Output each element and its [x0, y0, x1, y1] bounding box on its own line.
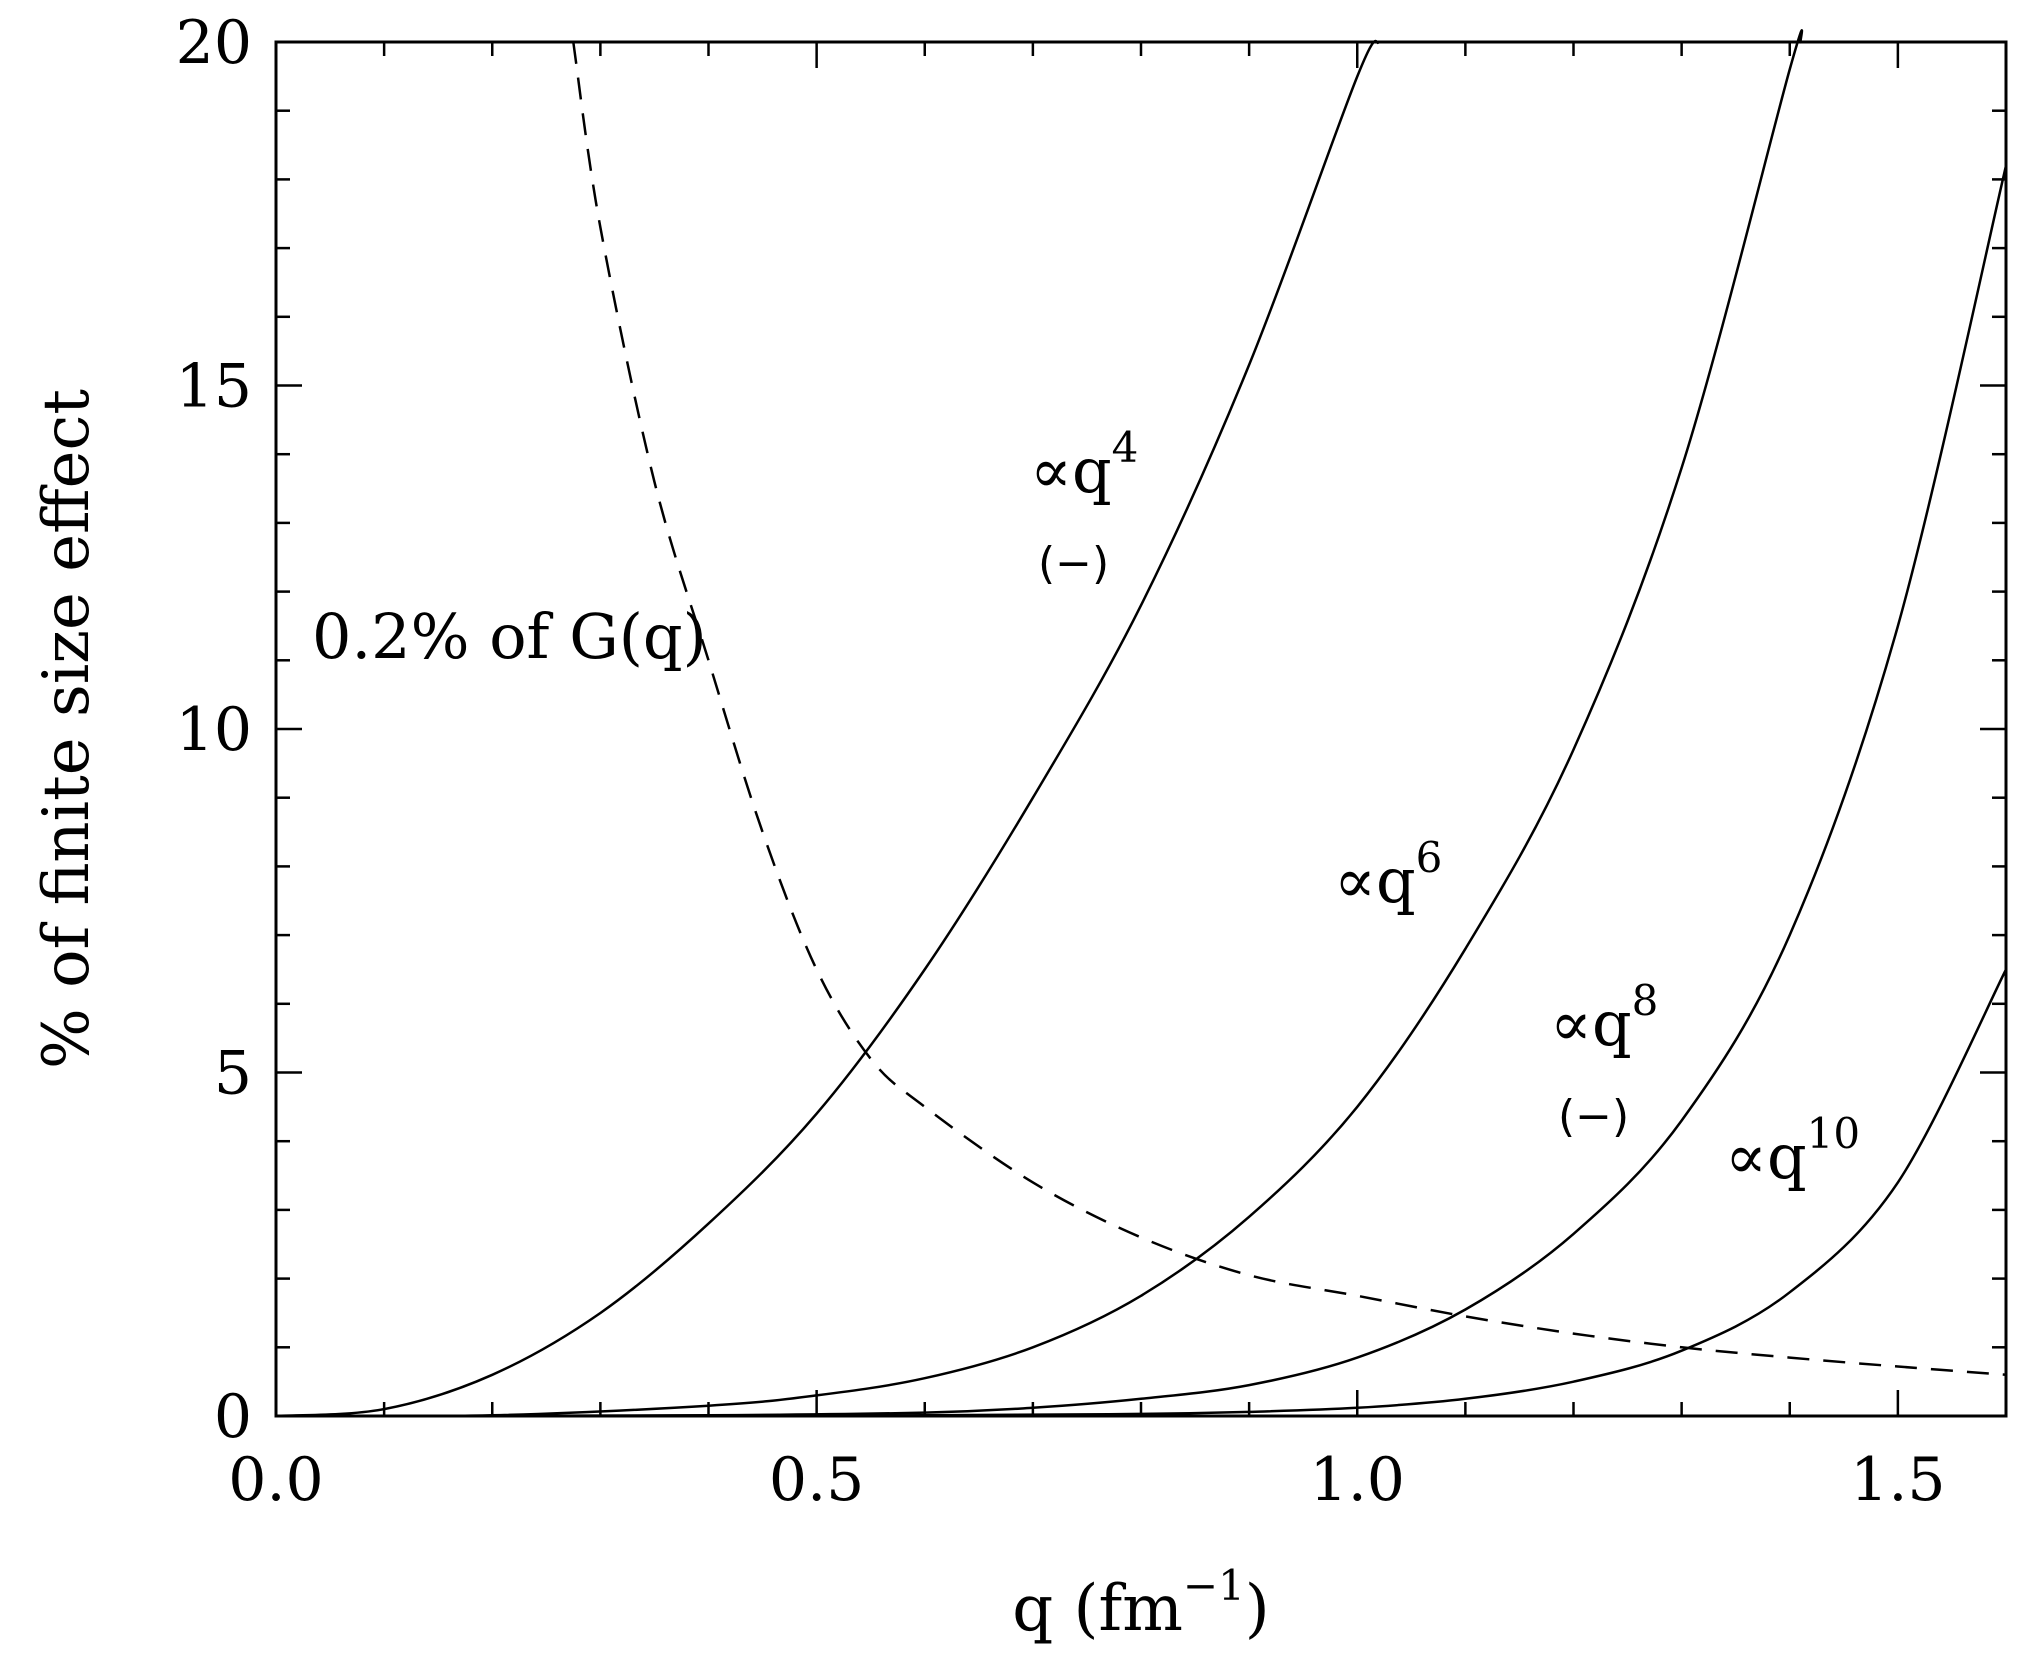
svg-text:(−): (−) — [1558, 1091, 1629, 1142]
series-curve-1 — [275, 29, 1804, 1418]
axis-ticks — [274, 40, 2008, 1418]
series-curve-3 — [275, 968, 2008, 1418]
label-q4: ∝q4 (−) — [1030, 423, 1138, 589]
y-tick-label: 20 — [176, 8, 252, 78]
dashed-curve — [572, 41, 2007, 1377]
x-tick-label: 0.0 — [228, 1445, 323, 1515]
x-tick-label: 1.5 — [1850, 1445, 1945, 1515]
y-tick-label: 0 — [214, 1382, 252, 1452]
svg-text:∝q8: ∝q8 — [1550, 976, 1658, 1060]
y-tick-label: 15 — [176, 352, 252, 422]
svg-text:∝q6: ∝q6 — [1334, 833, 1442, 917]
series-curve-0 — [275, 39, 1380, 1418]
series-curve-2 — [275, 165, 2008, 1418]
svg-text:∝q4: ∝q4 — [1030, 423, 1138, 507]
axis-tick-labels: 0.0 0.5 1.0 1.5 0 5 10 15 20 — [176, 8, 1946, 1515]
y-tick-label: 5 — [214, 1039, 252, 1109]
y-tick-label: 10 — [176, 695, 252, 765]
label-q6: ∝q6 — [1334, 833, 1442, 917]
label-q10: ∝q10 — [1725, 1109, 1860, 1193]
y-axis-title: % of finite size effect — [30, 389, 104, 1069]
svg-text:∝q10: ∝q10 — [1725, 1109, 1860, 1193]
label-dashed-curve: 0.2% of G(q) — [312, 600, 707, 673]
svg-text:(−): (−) — [1038, 538, 1109, 589]
x-axis-title: q (fm−1) — [1012, 1561, 1270, 1646]
plot-frame — [274, 40, 2008, 1418]
x-tick-label: 1.0 — [1310, 1445, 1405, 1515]
label-q8: ∝q8 (−) — [1550, 976, 1658, 1142]
x-tick-label: 0.5 — [769, 1445, 864, 1515]
data-curves — [275, 29, 2008, 1418]
